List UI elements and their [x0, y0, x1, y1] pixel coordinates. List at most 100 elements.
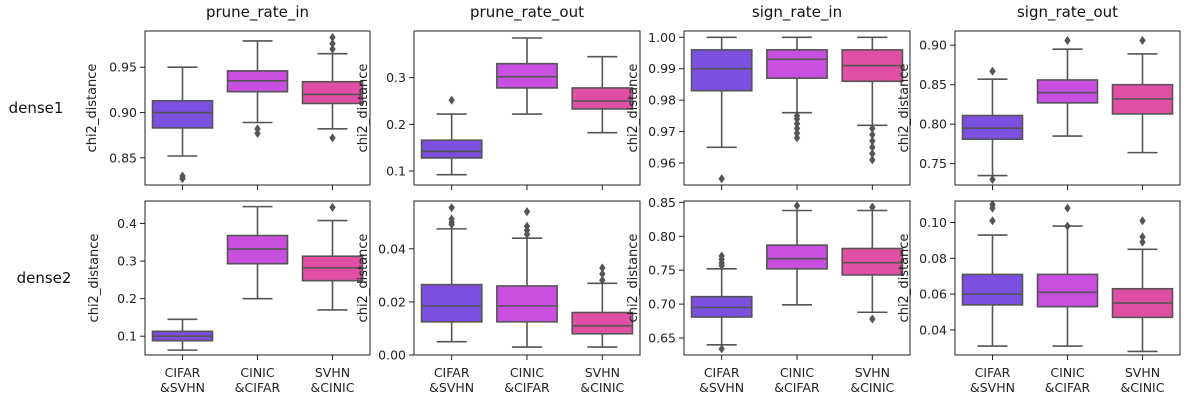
panel-dense1-prune-rate-out: 0.1 0.2 0.3 chi2_distance	[356, 30, 641, 190]
outlier-point	[1064, 221, 1071, 231]
y-tick-label: 0.90	[919, 38, 947, 53]
y-tick-label: 0.4	[117, 216, 137, 231]
outlier-point	[1139, 237, 1146, 247]
x-tick-label-line: &CINIC	[1121, 380, 1165, 395]
x-tick-label-cifar-svhn: CIFAR &SVHN	[699, 365, 744, 395]
y-tick-label: 0.80	[648, 229, 676, 244]
headers-layer: prune_rate_in prune_rate_out sign_rate_in s…	[9, 3, 1119, 287]
outlier-point	[523, 207, 531, 217]
y-tick-label: 0.85	[919, 77, 947, 92]
y-tick-label: 0.75	[648, 263, 676, 278]
y-tick-label: 0.00	[378, 348, 406, 363]
x-tick-label-cinic-cifar: CINIC &CIFAR	[1045, 365, 1091, 395]
x-tick-label-line: CINIC	[240, 365, 274, 380]
box-cinic-cifar	[496, 37, 558, 115]
outlier-point	[254, 124, 261, 134]
box-cinic-cifar	[226, 40, 289, 138]
outlier-point	[793, 119, 801, 129]
box-body	[766, 244, 828, 270]
outlier-point	[869, 155, 876, 165]
outlier-point	[869, 314, 876, 324]
outlier-point	[793, 128, 801, 138]
outlier-point	[793, 133, 801, 143]
box-body	[690, 49, 753, 92]
x-tick-label-line: &CINIC	[311, 380, 355, 395]
x-tick-label-line: &CINIC	[850, 380, 894, 395]
x-tick-label-line: &CIFAR	[1045, 380, 1091, 395]
x-tick-label-line: CINIC	[510, 365, 544, 380]
y-tick-label: 0.85	[648, 195, 676, 210]
box-body	[496, 285, 558, 323]
y-tick-label: 0.04	[378, 241, 406, 256]
outlier-point	[1139, 232, 1146, 242]
box-body	[571, 87, 634, 110]
box-body	[1036, 79, 1099, 104]
outlier-point	[523, 229, 531, 239]
outlier-point	[599, 275, 606, 285]
x-tick-label-line: &CIFAR	[774, 380, 820, 395]
y-tick-label: 0.97	[648, 124, 676, 139]
box-body	[420, 283, 483, 323]
outlier-point	[989, 66, 996, 76]
box-cinic-cifar	[496, 207, 558, 348]
outlier-point	[869, 202, 876, 212]
x-tick-label-line: CINIC	[780, 365, 814, 380]
outlier-point	[869, 136, 876, 146]
y-axis-label: chi2_distance	[897, 64, 912, 153]
x-tick-label-cinic-cifar: CINIC &CIFAR	[235, 365, 281, 395]
outlier-point	[329, 44, 336, 54]
y-tick-label: 0.70	[648, 297, 676, 312]
y-tick-label: 0.98	[648, 93, 676, 108]
box-cinic-cifar	[226, 205, 289, 300]
outlier-point	[793, 201, 801, 211]
panel-dense2-prune-rate-out: 0.00 0.02 0.04 chi2_distance CIFAR &SVHN CINIC…	[356, 200, 641, 395]
box-body	[1036, 273, 1099, 308]
y-tick-label: 0.1	[117, 329, 137, 344]
outlier-point	[599, 263, 606, 273]
panel-dense2-prune-rate-in: 0.1 0.2 0.3 0.4 chi2_distance CIFAR &SVHN CINIC…	[87, 200, 371, 395]
x-tick-label-line: SVHN	[315, 365, 350, 380]
outlier-point	[599, 269, 606, 279]
outlier-point	[718, 344, 725, 354]
outlier-point	[329, 39, 336, 49]
outlier-point	[448, 95, 455, 105]
box-svhn-cinic	[301, 32, 364, 143]
x-tick-label-line: &CIFAR	[235, 380, 281, 395]
box-svhn-cinic	[1111, 35, 1174, 154]
y-axis-label: chi2_distance	[897, 234, 912, 323]
outlier-point	[989, 174, 996, 184]
x-tick-label-line: CIFAR	[165, 365, 201, 380]
outlier-point	[329, 32, 336, 42]
outlier-point	[1064, 203, 1071, 213]
y-tick-label: 0.08	[919, 251, 947, 266]
row-label-dense2: dense2	[17, 269, 72, 287]
panel-dense1-sign-rate-in: 0.96 0.97 0.98 0.99 1.00 chi2_distance	[626, 30, 911, 190]
panel-dense1-prune-rate-in: 0.85 0.90 0.95 chi2_distance	[85, 30, 371, 190]
outlier-point	[793, 123, 801, 133]
x-tick-label-line: CIFAR	[434, 365, 470, 380]
box-body	[301, 80, 364, 105]
outlier-point	[989, 203, 996, 213]
y-tick-label: 0.06	[919, 287, 947, 302]
outlier-point	[718, 174, 725, 184]
panel-dense1-sign-rate-out: 0.75 0.80 0.85 0.90 chi2_distance	[897, 30, 1181, 190]
x-tick-label-line: &SVHN	[160, 380, 205, 395]
x-tick-label-line: &SVHN	[429, 380, 474, 395]
row-label-dense1: dense1	[9, 99, 64, 117]
y-tick-label: 0.85	[109, 150, 137, 165]
outlier-point	[329, 133, 336, 143]
outlier-point	[793, 114, 801, 124]
y-tick-label: 0.99	[648, 61, 676, 76]
y-tick-label: 0.95	[109, 60, 137, 75]
outlier-point	[254, 128, 261, 138]
outlier-point	[1139, 216, 1146, 226]
x-tick-label-svhn-cinic: SVHN &CINIC	[311, 365, 355, 395]
box-svhn-cinic	[571, 55, 634, 134]
box-svhn-cinic	[1111, 216, 1174, 353]
x-tick-label-cinic-cifar: CINIC &CIFAR	[774, 365, 820, 395]
box-body	[766, 49, 828, 79]
outlier-point	[718, 260, 725, 270]
box-cifar-svhn	[151, 318, 214, 351]
outlier-point	[179, 174, 186, 184]
